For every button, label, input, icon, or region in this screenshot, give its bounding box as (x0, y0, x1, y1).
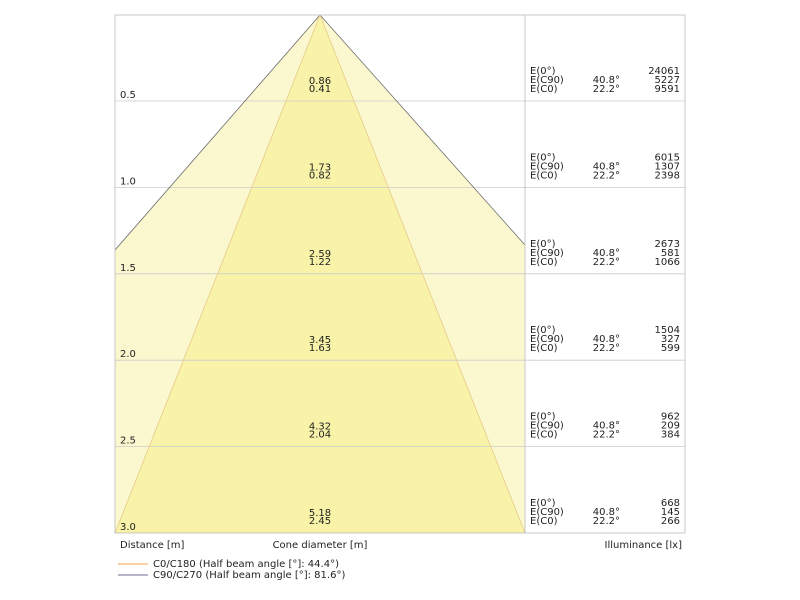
illuminance-label: E(C0) (530, 343, 558, 354)
illuminance-label: E(0°) (530, 498, 556, 509)
grid (115, 100, 685, 448)
axis-label: Cone diameter [m] (273, 540, 368, 551)
inner-edge (114, 14, 321, 534)
illuminance-value: 5227 (655, 75, 680, 86)
illuminance-label: E(C90) (530, 248, 564, 259)
diameter-c90: 0.86 (309, 76, 331, 87)
legend-label: C0/C180 (Half beam angle [°]: 44.4°) (153, 559, 339, 570)
distance-label: 0.5 (120, 90, 136, 101)
illuminance-label: E(C0) (530, 257, 558, 268)
illuminance-value: 266 (661, 516, 680, 527)
illuminance-value: 1307 (655, 161, 680, 172)
illuminance-value: 145 (661, 507, 680, 518)
diameter-c90: 2.59 (309, 249, 331, 260)
angle-label: 22.2° (593, 84, 620, 95)
diameter-c90: 1.73 (309, 162, 331, 173)
angle-label: 40.8° (593, 334, 620, 345)
angle-label: 22.2° (593, 516, 620, 527)
legend-label: C90/C270 (Half beam angle [°]: 81.6°) (153, 570, 345, 581)
illuminance-value: 24061 (648, 66, 680, 77)
angle-label: 40.8° (593, 248, 620, 259)
frame (114, 14, 686, 534)
angle-label: 40.8° (593, 421, 620, 432)
illuminance-value: 962 (661, 412, 680, 423)
axis-label: Distance [m] (120, 540, 185, 551)
diameter-c0: 2.45 (309, 516, 331, 527)
angle-label: 40.8° (593, 507, 620, 518)
illuminance-value: 1504 (655, 325, 680, 336)
illuminance-value: 2673 (655, 239, 680, 250)
inner-edge (319, 14, 526, 534)
illuminance-value: 9591 (655, 84, 680, 95)
diameter-c0: 1.63 (309, 343, 331, 354)
angle-label: 22.2° (593, 430, 620, 441)
axis-label: Illuminance [lx] (605, 540, 683, 551)
illuminance-label: E(0°) (530, 152, 556, 163)
illuminance-label: E(0°) (530, 66, 556, 77)
illuminance-value: 327 (661, 334, 680, 345)
illuminance-value: 6015 (655, 152, 680, 163)
illuminance-label: E(C0) (530, 430, 558, 441)
distance-label: 1.0 (120, 176, 136, 187)
angle-label: 22.2° (593, 257, 620, 268)
illuminance-label: E(0°) (530, 412, 556, 423)
distance-label: 3.0 (120, 522, 136, 533)
diameter-c0: 0.41 (309, 84, 331, 95)
distance-label: 2.5 (120, 436, 136, 447)
illuminance-value: 599 (661, 343, 680, 354)
illuminance-value: 668 (661, 498, 680, 509)
diameter-c90: 4.32 (309, 422, 331, 433)
distance-label: 2.0 (120, 349, 136, 360)
illuminance-label: E(C90) (530, 421, 564, 432)
diameter-c90: 3.45 (309, 335, 331, 346)
illuminance-value: 384 (661, 430, 680, 441)
illuminance-value: 209 (661, 421, 680, 432)
angle-label: 40.8° (593, 161, 620, 172)
angle-label: 22.2° (593, 170, 620, 181)
distance-label: 1.5 (120, 263, 136, 274)
diameter-c0: 2.04 (309, 430, 331, 441)
illuminance-value: 581 (661, 248, 680, 259)
illuminance-label: E(C0) (530, 170, 558, 181)
illuminance-value: 1066 (655, 257, 680, 268)
diameter-c90: 5.18 (309, 508, 331, 519)
illuminance-value: 2398 (655, 170, 680, 181)
angle-label: 22.2° (593, 343, 620, 354)
illuminance-label: E(C90) (530, 507, 564, 518)
outer-edge (319, 14, 526, 246)
angle-label: 40.8° (593, 75, 620, 86)
illuminance-label: E(C0) (530, 516, 558, 527)
illuminance-label: E(0°) (530, 239, 556, 250)
outer-edge (114, 14, 321, 251)
illuminance-label: E(C90) (530, 334, 564, 345)
illuminance-label: E(C90) (530, 161, 564, 172)
illuminance-label: E(C90) (530, 75, 564, 86)
illuminance-label: E(C0) (530, 84, 558, 95)
diameter-c0: 1.22 (309, 257, 331, 268)
illuminance-label: E(0°) (530, 325, 556, 336)
diameter-c0: 0.82 (309, 170, 331, 181)
